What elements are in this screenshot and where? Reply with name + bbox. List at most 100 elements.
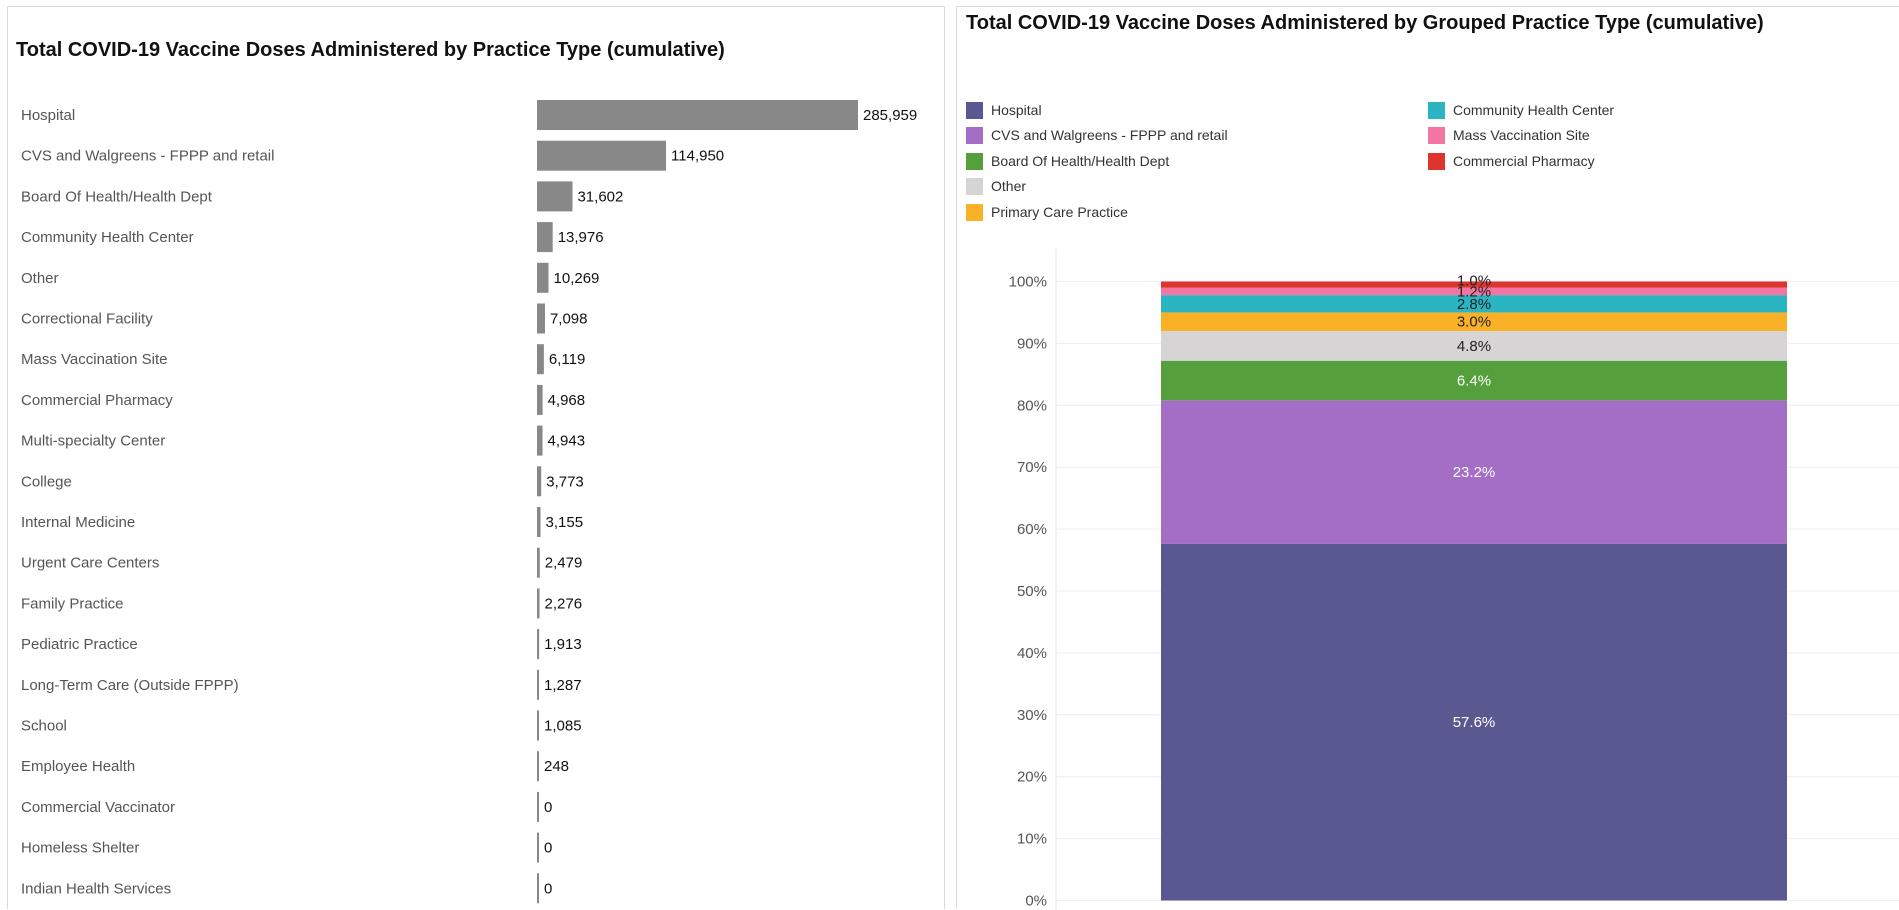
y-tick-label: 70% xyxy=(1017,459,1047,476)
legend-swatch xyxy=(1428,101,1445,119)
legend-item[interactable]: Commercial Pharmacy xyxy=(1428,152,1595,170)
bar xyxy=(537,384,543,415)
grouped-stacked-bar-chart: 0% 10% 20% 30% 40% 50% 60% 70% 80% 90% 100% 57.6% 23… xyxy=(1009,249,1899,910)
bar-value-label: 3,773 xyxy=(546,473,584,490)
bar xyxy=(537,669,539,700)
bar-value-label: 2,276 xyxy=(545,595,583,612)
segment-value-label: 2.8% xyxy=(1457,296,1491,313)
category-label: Hospital xyxy=(21,107,75,124)
stacked-segment xyxy=(1161,400,1787,544)
stacked-segment xyxy=(1161,287,1787,296)
segment-value-label: 3.0% xyxy=(1457,314,1491,331)
legend-swatch xyxy=(966,177,983,195)
category-label: Commercial Vaccinator xyxy=(21,799,175,816)
legend-item[interactable]: Hospital xyxy=(966,101,1042,119)
category-label: Family Practice xyxy=(21,595,124,612)
practice-type-bar-chart: Hospital 285,959 CVS and Walgreens - FPPP … xyxy=(21,100,917,904)
legend-item[interactable]: Other xyxy=(966,177,1026,195)
bar xyxy=(537,100,858,130)
legend-item[interactable]: Primary Care Practice xyxy=(966,203,1128,221)
legend-item[interactable]: Community Health Center xyxy=(1428,101,1614,119)
category-label: Internal Medicine xyxy=(21,514,135,531)
bar xyxy=(537,751,539,782)
bar-value-label: 6,119 xyxy=(549,351,585,368)
grouped-practice-type-panel: Total COVID-19 Vaccine Doses Administere… xyxy=(956,6,1899,910)
legend-label: Board Of Health/Health Dept xyxy=(991,153,1170,169)
legend-label: Mass Vaccination Site xyxy=(1453,127,1590,143)
legend-swatch xyxy=(966,203,983,221)
legend-item[interactable]: CVS and Walgreens - FPPP and retail xyxy=(966,126,1228,144)
bar-value-label: 4,943 xyxy=(548,433,586,450)
bar-value-label: 114,950 xyxy=(671,148,724,165)
bar-value-label: 4,968 xyxy=(548,392,586,409)
bar xyxy=(537,181,573,212)
grouped-practice-type-chart-title: Total COVID-19 Vaccine Doses Administere… xyxy=(966,12,1764,34)
bar xyxy=(537,222,553,253)
bar xyxy=(537,466,542,497)
category-label: School xyxy=(21,718,67,735)
category-label: CVS and Walgreens - FPPP and retail xyxy=(21,148,274,165)
bar xyxy=(537,425,543,456)
category-label: College xyxy=(21,473,72,490)
bar-value-label: 31,602 xyxy=(577,188,623,205)
segment-value-label: 1.2% xyxy=(1457,283,1491,300)
bar xyxy=(537,547,540,578)
bar-value-label: 3,155 xyxy=(546,514,584,531)
bar-value-label: 248 xyxy=(544,758,569,775)
stacked-segment xyxy=(1161,360,1787,401)
bar-value-label: 13,976 xyxy=(558,229,604,246)
bar-value-label: 1,913 xyxy=(544,636,582,653)
bar-value-label: 2,479 xyxy=(545,555,583,572)
y-tick-label: 0% xyxy=(1025,893,1047,910)
segment-value-label: 6.4% xyxy=(1457,373,1491,390)
bar-value-label: 1,287 xyxy=(544,677,582,694)
bar xyxy=(537,873,539,904)
y-tick-label: 20% xyxy=(1017,769,1047,786)
bar-value-label: 7,098 xyxy=(550,311,588,328)
bar xyxy=(537,710,539,741)
bar-value-label: 10,269 xyxy=(554,270,600,287)
category-label: Other xyxy=(21,270,59,287)
legend-item[interactable]: Board Of Health/Health Dept xyxy=(966,152,1169,170)
y-tick-label: 100% xyxy=(1009,274,1047,291)
legend-item[interactable]: Mass Vaccination Site xyxy=(1428,126,1590,144)
y-tick-label: 90% xyxy=(1017,335,1047,352)
stacked-segment xyxy=(1161,295,1787,313)
bar-value-label: 0 xyxy=(544,799,552,816)
practice-type-panel: Total COVID-19 Vaccine Doses Administere… xyxy=(7,6,945,909)
category-label: Community Health Center xyxy=(21,229,194,246)
segment-value-label: 23.2% xyxy=(1453,464,1496,481)
legend-label: Community Health Center xyxy=(1453,102,1615,118)
category-label: Employee Health xyxy=(21,758,135,775)
bar-value-label: 1,085 xyxy=(544,718,582,735)
stacked-segment xyxy=(1161,281,1787,288)
category-label: Board Of Health/Health Dept xyxy=(21,188,213,205)
bar xyxy=(537,507,541,537)
category-label: Long-Term Care (Outside FPPP) xyxy=(21,677,239,694)
legend-swatch xyxy=(966,152,983,170)
bar xyxy=(537,629,540,660)
bar-value-label: 285,959 xyxy=(863,107,917,124)
legend-label: CVS and Walgreens - FPPP and retail xyxy=(991,127,1228,143)
bar xyxy=(537,791,539,822)
legend-swatch xyxy=(1428,126,1445,144)
category-label: Multi-specialty Center xyxy=(21,433,165,450)
y-tick-label: 50% xyxy=(1017,583,1047,600)
legend-swatch xyxy=(966,101,983,119)
y-tick-label: 10% xyxy=(1017,831,1047,848)
category-label: Indian Health Services xyxy=(21,880,171,897)
bar-value-label: 0 xyxy=(544,840,552,857)
y-tick-label: 80% xyxy=(1017,397,1047,414)
y-tick-label: 30% xyxy=(1017,707,1047,724)
y-tick-label: 60% xyxy=(1017,521,1047,538)
legend-label: Other xyxy=(991,178,1027,194)
bar xyxy=(537,262,549,293)
y-tick-label: 40% xyxy=(1017,645,1047,662)
category-label: Commercial Pharmacy xyxy=(21,392,173,409)
category-label: Mass Vaccination Site xyxy=(21,351,167,368)
bar xyxy=(537,832,539,863)
category-label: Homeless Shelter xyxy=(21,840,139,857)
legend-swatch xyxy=(966,126,983,144)
legend-label: Hospital xyxy=(991,102,1042,118)
category-label: Urgent Care Centers xyxy=(21,555,159,572)
